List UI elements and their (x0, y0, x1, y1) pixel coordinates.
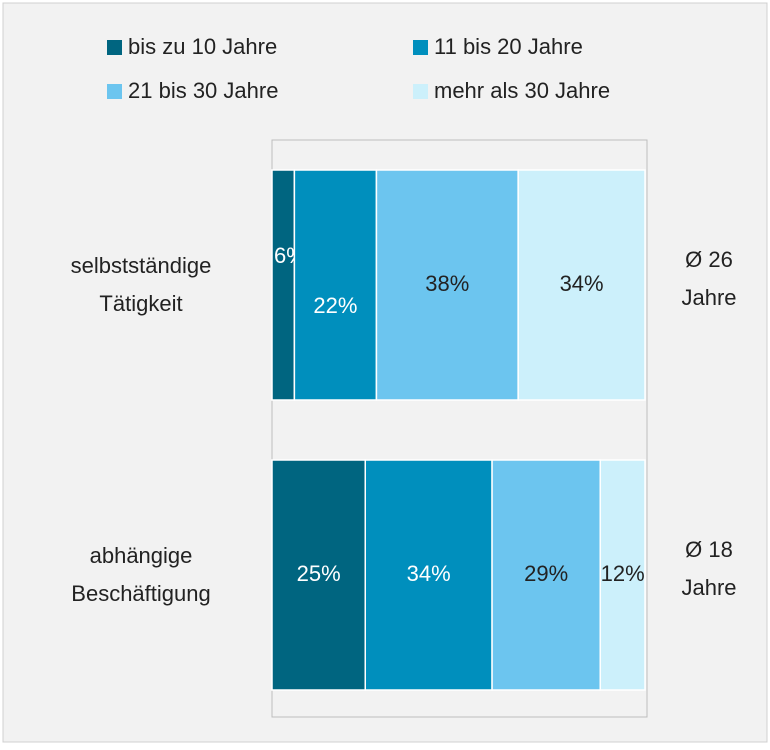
legend-label: 11 bis 20 Jahre (434, 34, 583, 59)
bar-segment (271, 459, 366, 691)
annotation: Ø 18 (685, 537, 733, 562)
legend-swatch (107, 84, 122, 99)
value-label: 34% (407, 561, 451, 586)
bar-segment (599, 459, 646, 691)
bar-segment (491, 459, 601, 691)
legend-label: 21 bis 30 Jahre (128, 78, 278, 103)
value-label: 25% (297, 561, 341, 586)
legend-label: mehr als 30 Jahre (434, 78, 610, 103)
bar-segment (293, 169, 378, 401)
category-label: Tätigkeit (99, 291, 182, 316)
category-label: abhängige (90, 543, 193, 568)
bar-segment (375, 169, 519, 401)
bar-segment (517, 169, 646, 401)
legend-swatch (107, 40, 122, 55)
category-label: selbstständige (71, 253, 212, 278)
value-label: 34% (560, 271, 604, 296)
legend-swatch (413, 40, 428, 55)
value-label: 22% (313, 293, 357, 318)
annotation: Ø 26 (685, 247, 733, 272)
value-label: 29% (524, 561, 568, 586)
annotation: Jahre (681, 285, 736, 310)
legend-label: bis zu 10 Jahre (128, 34, 277, 59)
value-label: 38% (425, 271, 469, 296)
category-label: Beschäftigung (71, 581, 210, 606)
value-label: 12% (601, 561, 645, 586)
bar-segment (271, 169, 296, 401)
bar-segment (364, 459, 493, 691)
annotation: Jahre (681, 575, 736, 600)
plot-area (271, 139, 648, 718)
legend-swatch (413, 84, 428, 99)
